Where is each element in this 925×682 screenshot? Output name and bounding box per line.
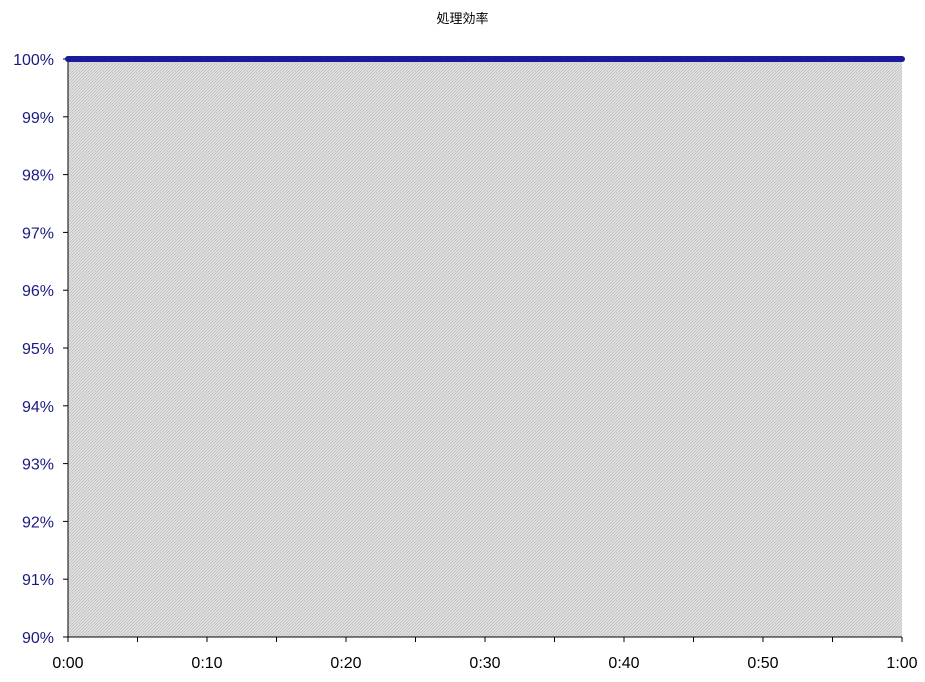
chart-title: 処理効率 bbox=[436, 12, 489, 27]
data-point bbox=[274, 56, 279, 62]
plot-area bbox=[68, 59, 902, 637]
x-tick-label: 0:00 bbox=[52, 655, 83, 672]
x-tick-label: 0:20 bbox=[330, 655, 361, 672]
y-tick-label: 99% bbox=[22, 110, 54, 127]
y-tick-label: 95% bbox=[22, 341, 54, 358]
x-tick-label: 0:50 bbox=[747, 655, 778, 672]
x-tick-label: 0:30 bbox=[469, 655, 500, 672]
y-tick-label: 94% bbox=[22, 399, 54, 416]
data-point bbox=[552, 56, 557, 62]
data-point bbox=[899, 56, 905, 62]
x-tick-label: 0:40 bbox=[608, 655, 639, 672]
y-tick-label: 92% bbox=[22, 514, 54, 531]
data-point bbox=[135, 56, 140, 62]
y-tick-label: 100% bbox=[13, 52, 54, 69]
data-point bbox=[830, 56, 835, 62]
data-point bbox=[204, 56, 210, 62]
data-point bbox=[760, 56, 766, 62]
y-tick-label: 96% bbox=[22, 283, 54, 300]
y-tick-label: 93% bbox=[22, 457, 54, 474]
data-point bbox=[343, 56, 349, 62]
data-point bbox=[482, 56, 488, 62]
x-tick-label: 0:10 bbox=[191, 655, 222, 672]
y-tick-label: 98% bbox=[22, 168, 54, 185]
y-axis-ticks: 90% 91% 92% 93% 94% 95% 96% 97% 98% 99% 100% bbox=[13, 52, 68, 647]
data-point bbox=[413, 56, 418, 62]
series-layer bbox=[65, 56, 905, 62]
y-tick-label: 90% bbox=[22, 630, 54, 647]
x-axis-ticks: 0:00 0:10 0:20 0:30 0:40 0:50 1:00 bbox=[52, 637, 918, 672]
data-point bbox=[691, 56, 696, 62]
x-tick-label: 1:00 bbox=[886, 655, 917, 672]
y-tick-label: 91% bbox=[22, 572, 54, 589]
data-point bbox=[621, 56, 627, 62]
y-tick-label: 97% bbox=[22, 225, 54, 242]
data-point bbox=[65, 56, 71, 62]
